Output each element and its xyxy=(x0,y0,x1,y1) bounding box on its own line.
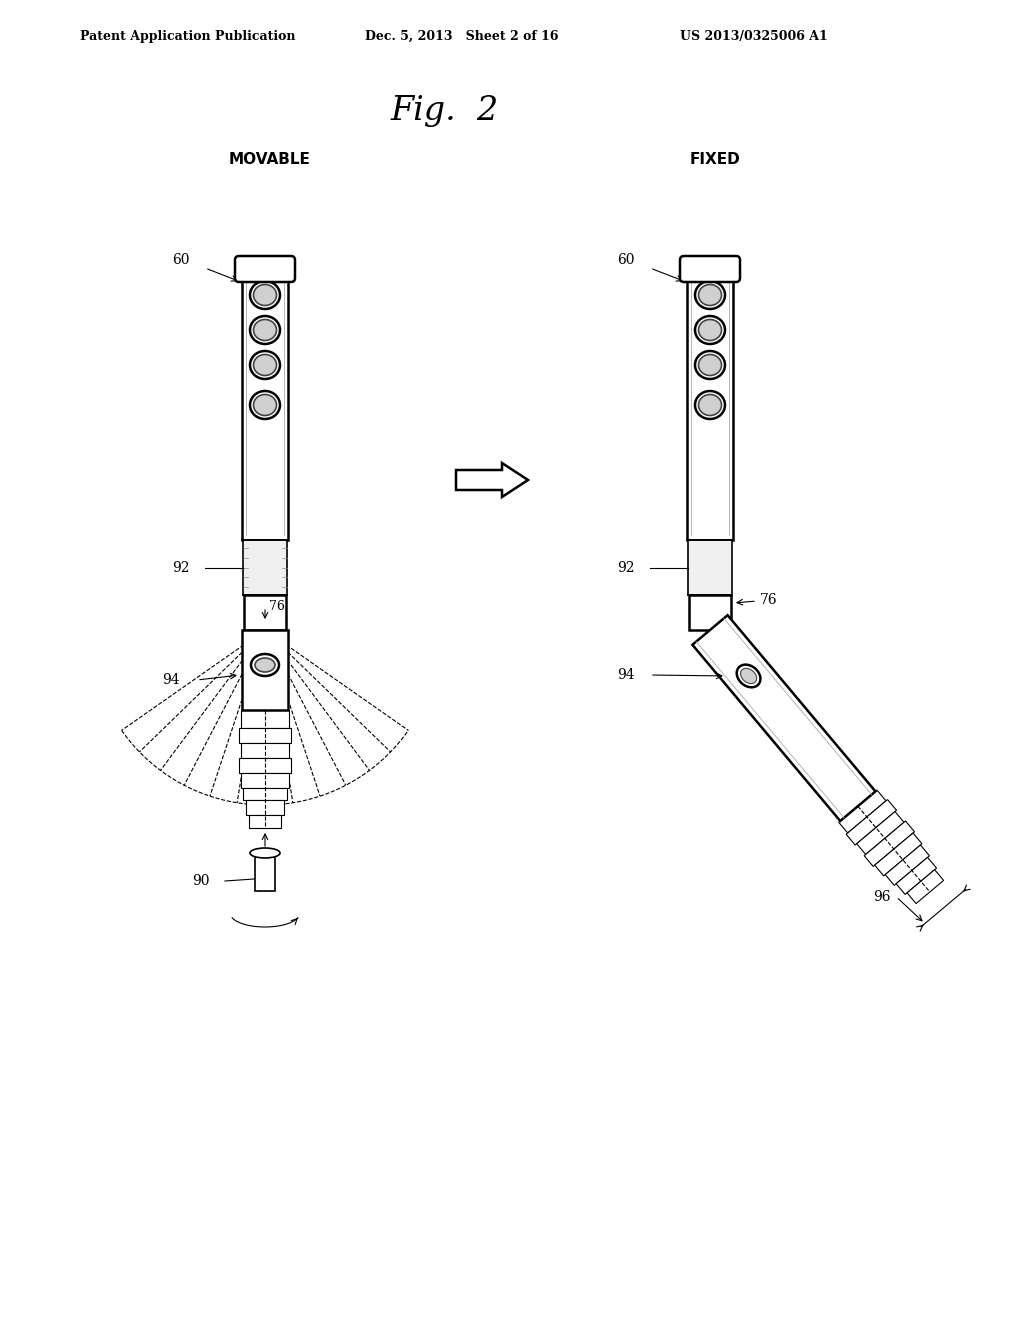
Polygon shape xyxy=(839,791,886,833)
FancyBboxPatch shape xyxy=(234,256,295,282)
Ellipse shape xyxy=(250,351,280,379)
Text: 96: 96 xyxy=(873,890,891,904)
Ellipse shape xyxy=(250,847,280,858)
Polygon shape xyxy=(692,615,876,821)
Polygon shape xyxy=(896,858,937,895)
Bar xyxy=(241,710,289,729)
Bar xyxy=(239,729,291,743)
Bar xyxy=(688,540,732,595)
Text: 76: 76 xyxy=(269,601,285,612)
Bar xyxy=(243,788,287,800)
Bar xyxy=(239,758,291,774)
Bar xyxy=(244,595,286,630)
Polygon shape xyxy=(885,845,930,886)
Ellipse shape xyxy=(254,395,276,416)
Text: 92: 92 xyxy=(617,561,635,574)
Ellipse shape xyxy=(254,355,276,375)
Ellipse shape xyxy=(254,285,276,305)
Text: 76: 76 xyxy=(760,593,777,607)
Text: 92: 92 xyxy=(172,561,190,574)
Polygon shape xyxy=(857,812,904,854)
Text: US 2013/0325006 A1: US 2013/0325006 A1 xyxy=(680,30,827,44)
Text: 94: 94 xyxy=(617,668,635,682)
Bar xyxy=(689,595,731,630)
Text: MOVABLE: MOVABLE xyxy=(229,152,311,168)
FancyBboxPatch shape xyxy=(680,256,740,282)
Ellipse shape xyxy=(250,281,280,309)
Text: 94: 94 xyxy=(163,673,180,686)
Text: 60: 60 xyxy=(172,253,190,267)
Text: FIXED: FIXED xyxy=(689,152,740,168)
Ellipse shape xyxy=(251,653,279,676)
Bar xyxy=(241,743,289,758)
Bar xyxy=(255,853,275,891)
Ellipse shape xyxy=(695,391,725,418)
Bar xyxy=(241,774,289,788)
Bar xyxy=(242,630,288,710)
Bar xyxy=(249,814,281,828)
Polygon shape xyxy=(864,821,914,866)
Bar xyxy=(243,540,287,595)
Ellipse shape xyxy=(254,319,276,341)
Bar xyxy=(687,279,733,540)
Polygon shape xyxy=(846,800,897,845)
Polygon shape xyxy=(456,463,528,498)
Bar xyxy=(242,279,288,540)
Ellipse shape xyxy=(698,395,722,416)
Ellipse shape xyxy=(695,315,725,345)
Polygon shape xyxy=(874,833,922,876)
Ellipse shape xyxy=(740,668,757,684)
Text: Patent Application Publication: Patent Application Publication xyxy=(80,30,296,44)
Ellipse shape xyxy=(255,657,275,672)
Ellipse shape xyxy=(698,355,722,375)
Ellipse shape xyxy=(695,351,725,379)
Ellipse shape xyxy=(250,315,280,345)
Ellipse shape xyxy=(250,391,280,418)
Text: 90: 90 xyxy=(193,874,210,888)
Ellipse shape xyxy=(736,665,761,688)
Text: Fig.  2: Fig. 2 xyxy=(390,95,499,127)
Bar xyxy=(246,800,284,814)
Text: 60: 60 xyxy=(617,253,635,267)
Text: Dec. 5, 2013   Sheet 2 of 16: Dec. 5, 2013 Sheet 2 of 16 xyxy=(365,30,558,44)
Ellipse shape xyxy=(698,285,722,305)
Ellipse shape xyxy=(698,319,722,341)
Ellipse shape xyxy=(695,281,725,309)
Polygon shape xyxy=(907,870,944,904)
